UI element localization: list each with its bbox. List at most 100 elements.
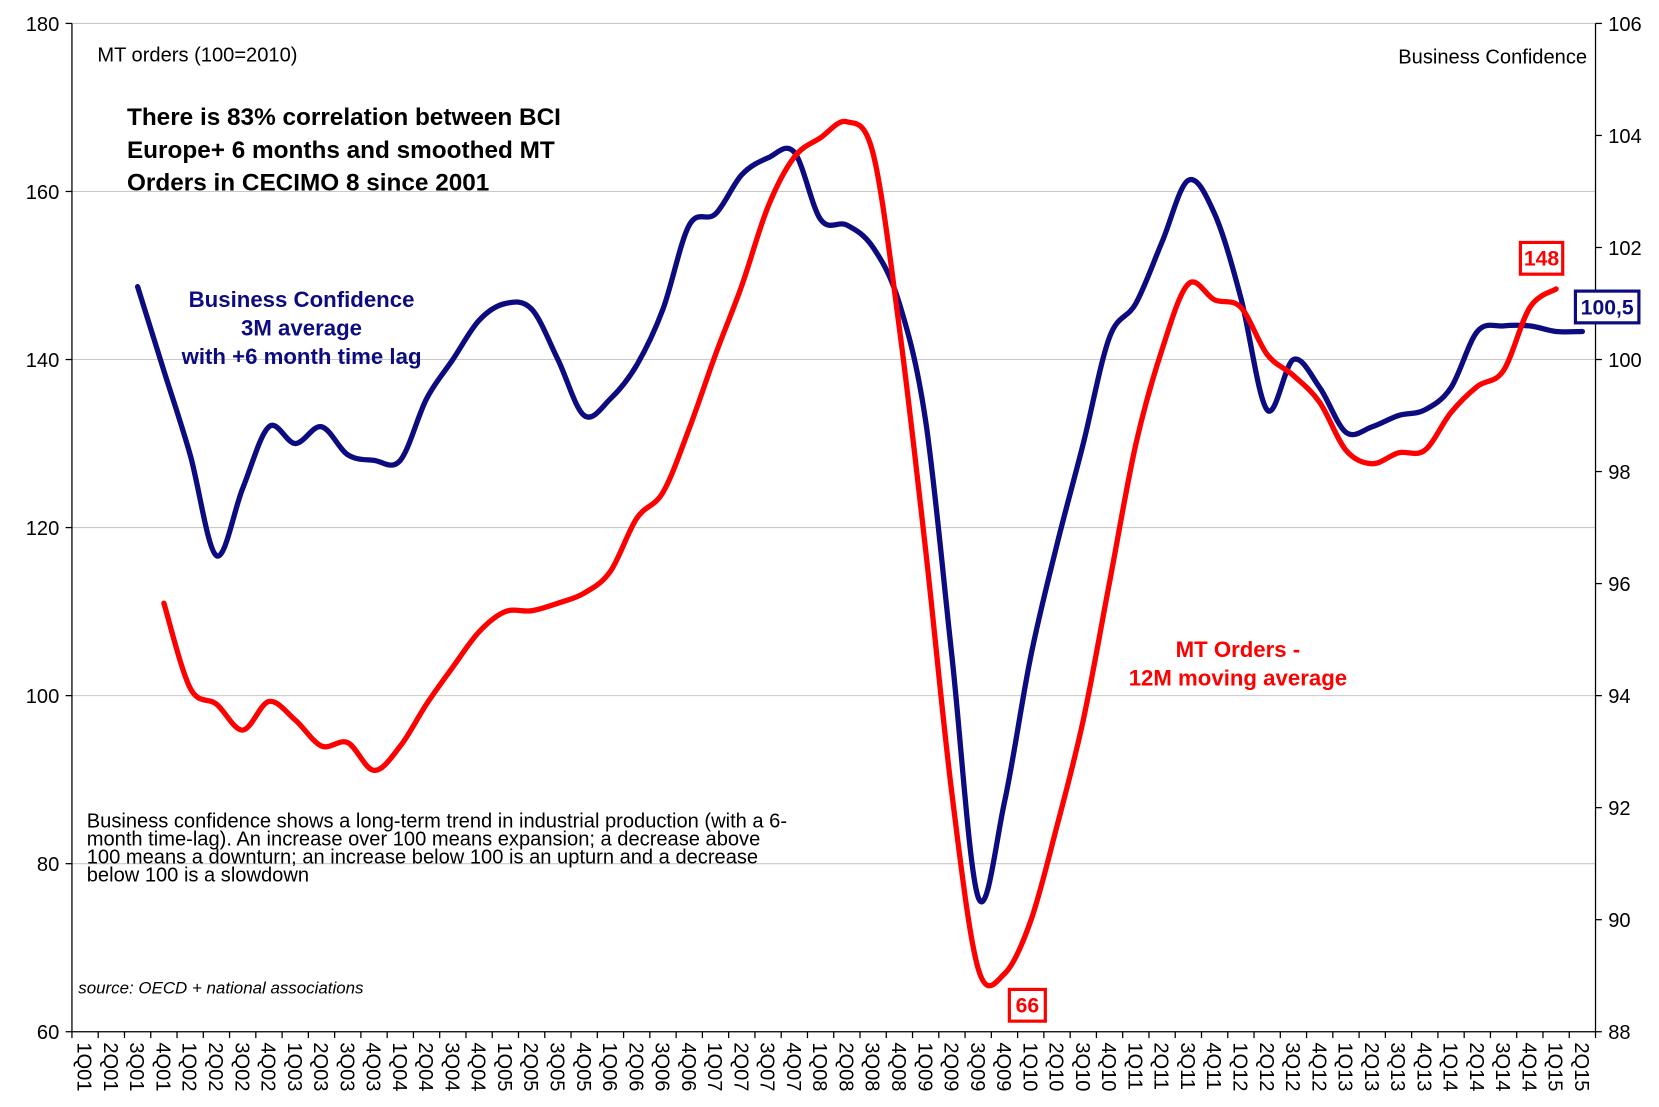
x-tick-label: 2Q01 (99, 1042, 121, 1091)
x-tick-label: 2Q09 (940, 1042, 962, 1091)
x-tick-label: 1Q10 (1018, 1042, 1040, 1091)
x-tick-label: 1Q13 (1334, 1042, 1356, 1091)
x-tick-label: 2Q15 (1570, 1042, 1592, 1091)
x-tick-label: 2Q10 (1045, 1042, 1067, 1091)
x-tick-label: 1Q07 (703, 1042, 725, 1091)
series-line (134, 145, 1586, 905)
y2-tick-label: 106 (1608, 14, 1642, 36)
annotation: 66 (1016, 995, 1040, 1018)
x-tick-label: 4Q09 (992, 1042, 1014, 1091)
annotation: 148 (1524, 248, 1560, 271)
series-label: 12M moving average (1129, 666, 1347, 691)
x-tick-label: 1Q12 (1228, 1042, 1250, 1091)
x-tick-label: 1Q01 (73, 1042, 95, 1091)
x-tick-label: 3Q02 (230, 1042, 252, 1091)
x-tick-label: 2Q07 (729, 1042, 751, 1091)
y2-tick-label: 96 (1608, 574, 1630, 596)
annotation-box (1007, 987, 1047, 1023)
x-tick-label: 2Q02 (204, 1042, 226, 1091)
x-tick-label: 4Q02 (257, 1042, 279, 1091)
x-tick-label: 4Q01 (151, 1042, 173, 1091)
x-tick-label: 1Q03 (283, 1042, 305, 1091)
x-tick-label: 3Q01 (125, 1042, 147, 1091)
annotation: 100,5 (1581, 296, 1634, 319)
y-tick-label: 180 (26, 14, 60, 36)
x-tick-label: 3Q12 (1281, 1042, 1303, 1091)
x-tick-label: 3Q07 (756, 1042, 778, 1091)
annotation-box (1518, 240, 1565, 276)
y2-tick-label: 94 (1608, 686, 1630, 708)
y2-tick-label: 98 (1608, 462, 1630, 484)
x-tick-label: 1Q09 (913, 1042, 935, 1091)
x-tick-label: 3Q05 (546, 1042, 568, 1091)
x-tick-label: 1Q02 (178, 1042, 200, 1091)
series-label: MT Orders - (1176, 637, 1301, 662)
x-tick-label: 4Q07 (782, 1042, 804, 1091)
x-tick-label: 2Q14 (1465, 1042, 1487, 1091)
series-label: 3M average (241, 316, 362, 341)
x-tick-label: 2Q06 (624, 1042, 646, 1091)
x-tick-label: 1Q14 (1439, 1042, 1461, 1091)
y2-axis-label: Business Confidence (1398, 47, 1587, 69)
x-tick-label: 4Q11 (1202, 1042, 1224, 1090)
y-tick-label: 80 (37, 854, 59, 876)
x-tick-label: 2Q03 (309, 1042, 331, 1091)
note: month time-lag). An increase over 100 me… (87, 829, 761, 851)
annotation-box (1573, 289, 1641, 325)
x-tick-label: 1Q06 (598, 1042, 620, 1091)
chart-title: Europe+ 6 months and smoothed MT (127, 137, 555, 164)
x-tick-label: 2Q11 (1150, 1042, 1172, 1090)
y-tick-label: 60 (37, 1022, 59, 1044)
series-line (161, 118, 1559, 989)
x-tick-label: 1Q04 (388, 1042, 410, 1091)
x-tick-label: 1Q08 (808, 1042, 830, 1091)
chart-title: Orders in CECIMO 8 since 2001 (127, 170, 489, 197)
x-tick-label: 3Q10 (1071, 1042, 1093, 1091)
y2-tick-label: 102 (1608, 238, 1642, 260)
note: Business confidence shows a long-term tr… (87, 811, 787, 833)
note: below 100 is a slowdown (87, 864, 309, 886)
x-tick-label: 3Q06 (651, 1042, 673, 1091)
chart-title: There is 83% correlation between BCI (127, 104, 561, 131)
y2-tick-label: 92 (1608, 798, 1630, 820)
x-tick-label: 4Q05 (572, 1042, 594, 1091)
x-tick-label: 4Q04 (467, 1042, 489, 1091)
x-tick-label: 3Q11 (1176, 1042, 1198, 1090)
y2-tick-label: 100 (1608, 350, 1642, 372)
x-tick-label: 4Q12 (1307, 1042, 1329, 1091)
x-tick-label: 3Q03 (335, 1042, 357, 1091)
y2-tick-label: 88 (1608, 1022, 1630, 1044)
x-tick-label: 3Q04 (440, 1042, 462, 1091)
x-tick-label: 3Q08 (861, 1042, 883, 1091)
y-tick-label: 100 (26, 686, 60, 708)
y2-tick-label: 104 (1608, 126, 1642, 148)
y2-tick-label: 90 (1608, 910, 1630, 932)
x-tick-label: 1Q05 (493, 1042, 515, 1091)
x-tick-label: 2Q05 (519, 1042, 541, 1091)
x-tick-label: 4Q03 (362, 1042, 384, 1091)
x-tick-label: 3Q09 (966, 1042, 988, 1091)
series-label: with +6 month time lag (181, 344, 422, 369)
x-tick-label: 4Q10 (1097, 1042, 1119, 1091)
y-axis-label: MT orders (100=2010) (97, 45, 297, 67)
x-tick-label: 2Q04 (414, 1042, 436, 1091)
x-tick-label: 3Q13 (1386, 1042, 1408, 1091)
y-tick-label: 120 (26, 518, 60, 540)
x-tick-label: 2Q08 (834, 1042, 856, 1091)
source: source: OECD + national associations (78, 979, 364, 998)
x-tick-label: 4Q13 (1412, 1042, 1434, 1091)
x-tick-label: 2Q12 (1255, 1042, 1277, 1091)
x-tick-label: 4Q08 (887, 1042, 909, 1091)
x-tick-label: 1Q15 (1544, 1042, 1566, 1091)
note: 100 means a downturn; an increase below … (87, 847, 758, 869)
x-tick-label: 3Q14 (1491, 1042, 1513, 1091)
y-tick-label: 140 (26, 350, 60, 372)
x-tick-label: 4Q14 (1517, 1042, 1539, 1091)
x-tick-label: 4Q06 (677, 1042, 699, 1091)
y-tick-label: 160 (26, 182, 60, 204)
series-label: Business Confidence (189, 287, 415, 312)
x-tick-label: 2Q13 (1360, 1042, 1382, 1091)
x-tick-label: 1Q11 (1123, 1042, 1145, 1090)
